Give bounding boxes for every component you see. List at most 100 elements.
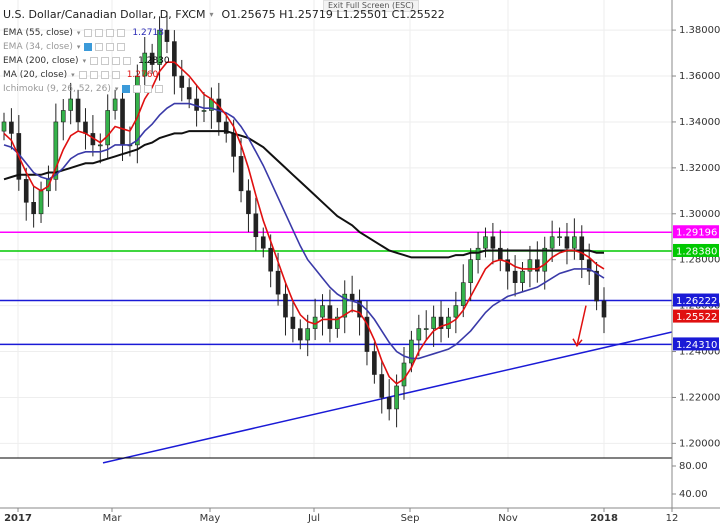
candle-body bbox=[112, 98, 118, 111]
close-icon[interactable] bbox=[106, 42, 115, 51]
candle-body bbox=[372, 351, 377, 375]
open-value: 1.25675 bbox=[230, 8, 276, 21]
candle bbox=[68, 82, 73, 125]
more-icon[interactable] bbox=[117, 28, 126, 37]
candle-body bbox=[468, 259, 473, 283]
candle bbox=[549, 220, 555, 262]
candle-body bbox=[149, 52, 155, 65]
time-axis: 2017 Mar May Jul Sep Nov 2018 12 bbox=[4, 508, 678, 524]
settings-icon[interactable] bbox=[101, 56, 110, 65]
candle-body bbox=[120, 98, 125, 146]
indicator-ema34[interactable]: EMA (34, close) ▾ bbox=[3, 40, 128, 53]
indicator-ema200[interactable]: EMA (200, close) ▾ 1.2830 bbox=[3, 55, 170, 66]
more-icon[interactable] bbox=[117, 42, 126, 51]
settings-icon[interactable] bbox=[89, 70, 98, 79]
candle-body bbox=[475, 247, 481, 260]
close-icon[interactable] bbox=[112, 56, 121, 65]
price-tick-label: 1.38000 bbox=[679, 25, 720, 36]
chevron-down-icon[interactable]: ▾ bbox=[82, 56, 87, 65]
visibility-icon[interactable] bbox=[78, 70, 87, 79]
candle-body bbox=[23, 179, 29, 203]
candle bbox=[297, 319, 303, 350]
hidden-eye-icon[interactable] bbox=[122, 84, 131, 93]
candle-body bbox=[1, 121, 7, 132]
candle-body bbox=[201, 110, 207, 112]
chart-title-row: U.S. Dollar/Canadian Dollar, D, FXCM ▾ O… bbox=[3, 8, 445, 21]
candle-body bbox=[557, 236, 562, 239]
visibility-icon[interactable] bbox=[90, 56, 99, 65]
indicator-ma20[interactable]: MA (20, close) ▾ 1.2760 bbox=[3, 69, 159, 80]
candle-body bbox=[172, 41, 177, 77]
candle-body bbox=[68, 98, 73, 111]
candle bbox=[253, 197, 259, 251]
candle-body bbox=[142, 52, 148, 77]
candle-body bbox=[268, 247, 273, 272]
close-icon[interactable] bbox=[144, 84, 153, 93]
chevron-down-icon[interactable]: ▾ bbox=[76, 42, 81, 51]
candle bbox=[149, 43, 155, 74]
price-tick-label: 1.36000 bbox=[679, 71, 720, 82]
candle bbox=[75, 89, 81, 132]
indicator-ema55[interactable]: EMA (55, close) ▾ 1.2718 bbox=[3, 27, 164, 38]
hidden-eye-icon[interactable] bbox=[84, 42, 93, 51]
candle bbox=[283, 282, 288, 336]
ohlc-readout: O1.25675 H1.25719 L1.25501 C1.25522 bbox=[221, 8, 445, 21]
candle-body bbox=[31, 202, 36, 215]
exit-fullscreen-button[interactable]: Exit Full Screen (ESC) bbox=[323, 0, 419, 12]
chevron-down-icon[interactable]: ▾ bbox=[209, 10, 214, 19]
candle bbox=[53, 103, 59, 191]
price-labels: 1.29196 1.28380 1.26222 1.25522 1.24310 bbox=[673, 225, 719, 351]
price-badge bbox=[673, 309, 719, 323]
candle-body bbox=[275, 270, 281, 295]
more-icon[interactable] bbox=[111, 70, 120, 79]
candle bbox=[512, 255, 518, 297]
volume-tick-label: 80.00 bbox=[679, 461, 708, 472]
candle bbox=[105, 94, 111, 159]
close-icon[interactable] bbox=[100, 70, 109, 79]
settings-icon[interactable] bbox=[133, 84, 142, 93]
chevron-down-icon[interactable]: ▾ bbox=[71, 70, 75, 79]
close-icon[interactable] bbox=[106, 28, 115, 37]
price-tick-label: 1.32000 bbox=[679, 163, 720, 174]
candle-body bbox=[53, 121, 59, 180]
more-icon[interactable] bbox=[155, 84, 164, 93]
candle bbox=[505, 248, 511, 290]
settings-icon[interactable] bbox=[95, 42, 104, 51]
candle-body bbox=[549, 236, 555, 249]
grid bbox=[0, 0, 673, 458]
time-tick-label: Nov bbox=[498, 513, 518, 524]
candle-body bbox=[283, 293, 288, 318]
price-badge bbox=[673, 225, 719, 239]
instrument-title: U.S. Dollar/Canadian Dollar, D, FXCM bbox=[3, 8, 206, 21]
candle bbox=[60, 98, 66, 141]
chevron-down-icon[interactable]: ▾ bbox=[76, 28, 81, 37]
time-tick-label: 2017 bbox=[4, 513, 32, 524]
candle-body bbox=[186, 87, 192, 100]
candle bbox=[594, 261, 599, 311]
indicator-ichimoku[interactable]: Ichimoku (9, 26, 52, 26) ▾ bbox=[3, 82, 166, 95]
candle bbox=[468, 248, 473, 302]
candle bbox=[342, 280, 348, 334]
candle-body bbox=[223, 121, 229, 134]
candle-body bbox=[512, 270, 518, 283]
chevron-down-icon[interactable]: ▾ bbox=[114, 84, 119, 93]
candle bbox=[483, 227, 488, 258]
candle-body bbox=[601, 300, 607, 318]
candle-body bbox=[342, 293, 348, 318]
price-badge-label: 1.29196 bbox=[676, 228, 717, 239]
candles bbox=[1, 11, 607, 428]
indicator-lines bbox=[3, 61, 605, 385]
time-tick-label: 12 bbox=[666, 513, 679, 524]
candle-body bbox=[231, 133, 236, 157]
more-icon[interactable] bbox=[123, 56, 132, 65]
candle-body bbox=[305, 328, 311, 341]
candle-body bbox=[401, 362, 407, 387]
candle bbox=[246, 179, 251, 233]
settings-icon[interactable] bbox=[95, 28, 104, 37]
candle bbox=[97, 133, 103, 164]
candle-body bbox=[423, 328, 429, 330]
candle-body bbox=[97, 144, 103, 147]
visibility-icon[interactable] bbox=[84, 28, 93, 37]
